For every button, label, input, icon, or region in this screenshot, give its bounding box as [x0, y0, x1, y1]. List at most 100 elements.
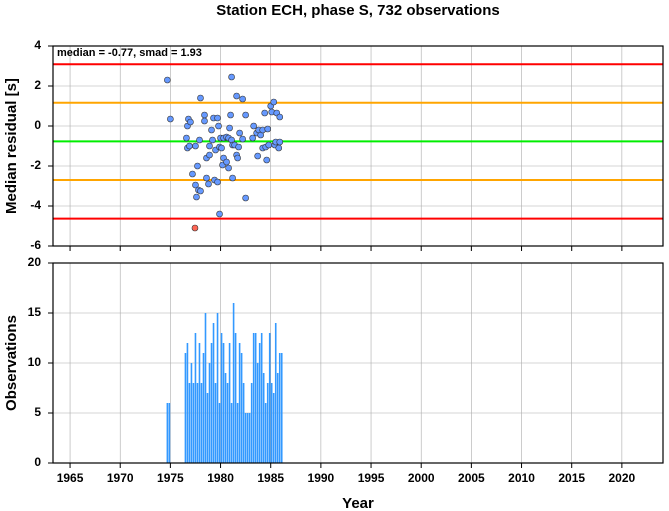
point — [187, 118, 194, 126]
y-tick-label: 4 — [34, 38, 41, 52]
y-tick-label: 5 — [34, 405, 41, 419]
point — [164, 76, 171, 84]
y-tick-label: 15 — [28, 305, 42, 319]
bar — [194, 333, 197, 463]
y-tick-label: 2 — [34, 78, 41, 92]
y-tick-label: 20 — [28, 255, 42, 269]
bar — [246, 413, 249, 463]
bar — [204, 313, 207, 463]
x-tick-label: 1980 — [207, 471, 234, 485]
bar — [222, 343, 225, 463]
bar — [192, 383, 195, 463]
y-tick-label: 0 — [34, 455, 41, 469]
point — [167, 115, 174, 123]
x-tick-label: 1990 — [308, 471, 335, 485]
y-tick-label: 10 — [28, 355, 42, 369]
point — [214, 114, 221, 122]
y-tick-label: -4 — [30, 198, 41, 212]
bar — [212, 323, 215, 463]
bar — [218, 403, 221, 463]
x-tick-label: 2010 — [508, 471, 535, 485]
bar — [202, 353, 205, 463]
y-tick-label: -6 — [30, 238, 41, 252]
bar — [250, 383, 253, 463]
bar — [266, 383, 269, 463]
bar — [208, 363, 211, 463]
x-axis-label: Year — [342, 495, 374, 511]
bar — [262, 373, 265, 463]
point — [189, 170, 196, 178]
point — [206, 142, 213, 150]
point — [214, 178, 221, 186]
point — [196, 136, 203, 144]
point — [208, 126, 215, 134]
point — [216, 210, 223, 218]
chart-title: Station ECH, phase S, 732 observations — [216, 2, 499, 19]
point — [242, 194, 249, 202]
point — [229, 174, 236, 182]
bar — [272, 393, 275, 463]
x-tick-label: 1995 — [358, 471, 385, 485]
x-tick-label: 1975 — [157, 471, 184, 485]
bar — [280, 353, 283, 463]
point — [228, 73, 235, 81]
bar — [240, 353, 243, 463]
y-axis-label: Median residual [s] — [3, 78, 20, 214]
bar — [186, 343, 189, 463]
point — [254, 152, 261, 160]
x-tick-label: 1985 — [257, 471, 284, 485]
point — [192, 142, 199, 150]
x-tick-label: 2005 — [458, 471, 485, 485]
bar — [206, 393, 209, 463]
bar — [188, 383, 191, 463]
point — [197, 94, 204, 102]
bar — [264, 403, 267, 463]
y-axis-label: Observations — [3, 315, 20, 411]
bar — [274, 323, 277, 463]
bar — [278, 353, 281, 463]
bar — [220, 333, 223, 463]
bar — [234, 333, 237, 463]
point — [191, 224, 199, 232]
bar — [184, 353, 187, 463]
point — [192, 181, 199, 189]
point — [206, 151, 213, 159]
point — [186, 142, 193, 150]
bar — [254, 333, 257, 463]
point — [201, 111, 208, 119]
y-tick-label: 0 — [34, 118, 41, 132]
point — [265, 141, 273, 149]
x-tick-label: 2000 — [408, 471, 435, 485]
bar — [268, 333, 271, 463]
point — [193, 193, 200, 201]
point — [226, 124, 233, 132]
bar — [270, 383, 273, 463]
bar — [236, 403, 239, 463]
point — [270, 98, 278, 106]
annotation: median = -0.77, smad = 1.93 — [57, 47, 202, 59]
point — [249, 134, 256, 142]
bar — [230, 403, 233, 463]
point — [235, 143, 242, 151]
point — [225, 164, 232, 172]
point — [234, 154, 241, 162]
plot-frame — [52, 262, 664, 464]
point — [261, 109, 268, 117]
point — [223, 158, 230, 166]
point — [276, 138, 284, 146]
bar — [216, 313, 219, 463]
x-tick-label: 2015 — [558, 471, 585, 485]
y-tick-label: -2 — [30, 158, 41, 172]
bar — [244, 413, 247, 463]
point — [201, 117, 208, 125]
point — [227, 111, 234, 119]
point — [263, 156, 271, 164]
bar — [214, 383, 217, 463]
point — [276, 113, 284, 121]
point — [218, 144, 225, 152]
point — [275, 144, 283, 152]
point — [194, 162, 201, 170]
point — [197, 187, 204, 195]
